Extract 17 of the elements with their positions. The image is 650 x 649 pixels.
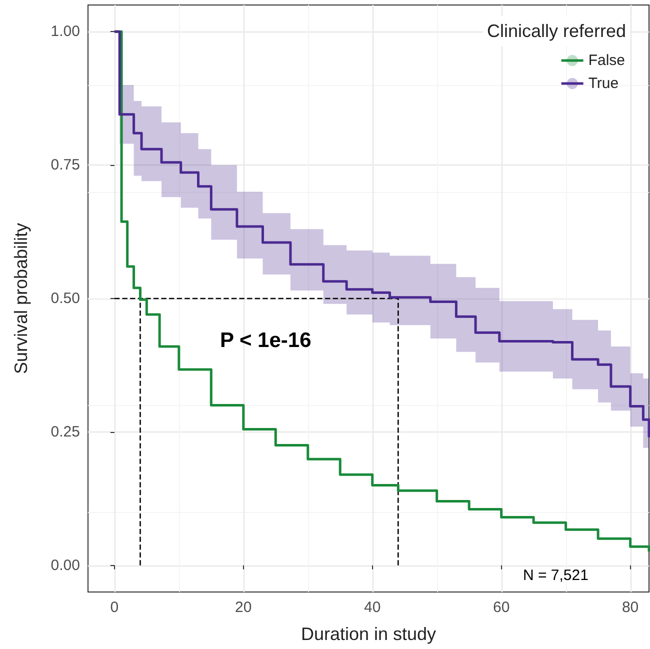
x-tick-label: 80 — [622, 599, 639, 616]
legend-title: Clinically referred — [486, 21, 626, 41]
y-tick-label: 0.50 — [50, 290, 80, 307]
annotation: N = 7,521 — [523, 567, 588, 584]
legend-label: True — [588, 75, 619, 92]
x-tick-label: 0 — [110, 599, 119, 616]
y-tick-label: 0.75 — [50, 156, 80, 174]
y-tick-label: 0.00 — [50, 556, 80, 574]
x-tick-label: 40 — [364, 599, 381, 616]
y-axis-title: Survival probability — [11, 222, 31, 374]
annotation: P < 1e-16 — [220, 329, 312, 352]
x-axis-title: Duration in study — [300, 624, 436, 644]
legend-label: False — [588, 52, 626, 69]
x-tick-label: 20 — [235, 599, 252, 616]
y-tick-label: 1.00 — [50, 23, 80, 40]
y-tick-label: 0.25 — [50, 423, 80, 440]
x-tick-label: 60 — [492, 599, 510, 616]
